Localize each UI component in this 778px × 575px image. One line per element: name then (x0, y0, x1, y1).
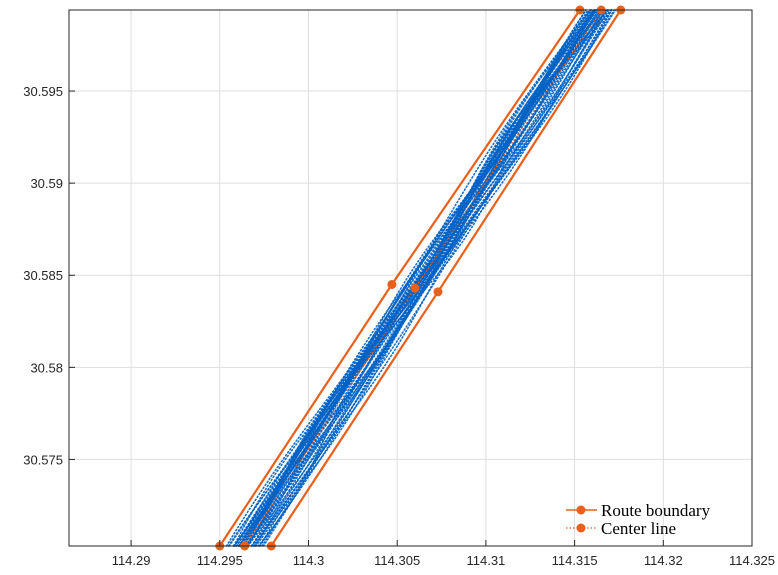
trajectory-bundle (225, 9, 617, 547)
x-tick-label: 114.315 (552, 553, 598, 568)
trajectory-line (247, 9, 592, 547)
trajectory-line (261, 9, 616, 547)
y-tick-label: 30.59 (30, 176, 63, 191)
legend-center-line-marker (576, 523, 586, 533)
x-tick-label: 114.31 (466, 553, 505, 568)
x-tick-label: 114.325 (729, 553, 775, 568)
trajectory-line (241, 9, 600, 547)
route-boundary-point (433, 287, 443, 297)
series-layer (215, 5, 626, 551)
trajectory-line (262, 9, 617, 547)
y-tick-label: 30.585 (23, 268, 63, 283)
trajectory-line (242, 9, 596, 547)
trajectory-line (257, 9, 613, 547)
trajectory-line (238, 9, 595, 547)
route-boundary-point (387, 279, 397, 289)
x-tick-label: 114.295 (197, 553, 243, 568)
x-tick-label: 114.32 (644, 553, 683, 568)
legend: Route boundary Center line (566, 501, 711, 538)
legend-center-line-label: Center line (601, 519, 676, 538)
legend-route-boundary-label: Route boundary (601, 501, 711, 520)
x-tick-label: 114.305 (374, 553, 420, 568)
y-tick-label: 30.58 (30, 360, 63, 375)
trajectory-line (259, 9, 613, 547)
trajectory-line (245, 9, 603, 547)
y-axis: 30.575 30.58 30.585 30.59 30.595 (23, 84, 75, 467)
y-tick-label: 30.595 (23, 84, 63, 99)
legend-route-boundary-marker (576, 505, 586, 515)
center-line-point (410, 283, 420, 293)
plot-frame (68, 9, 753, 547)
trajectory-line (251, 9, 607, 547)
x-tick-label: 114.29 (112, 553, 151, 568)
trajectory-line (254, 9, 610, 547)
y-tick-label: 30.575 (23, 452, 63, 467)
x-tick-label: 114.3 (293, 553, 325, 568)
x-axis: 114.29 114.295 114.3 114.305 114.31 114.315 11… (112, 540, 775, 568)
trajectory-line (245, 9, 602, 547)
